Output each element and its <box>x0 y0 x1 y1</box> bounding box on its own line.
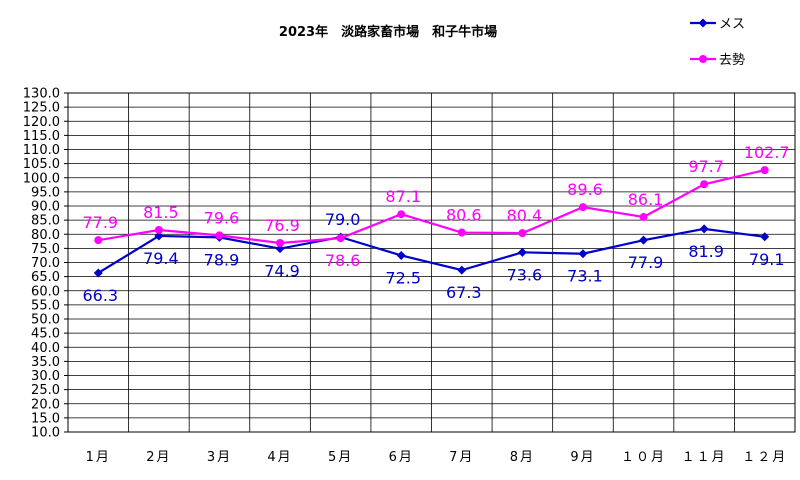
data-label: 87.1 <box>385 187 421 206</box>
legend-label: 去勢 <box>719 53 745 68</box>
y-axis-ticks: 10.015.020.025.030.035.040.045.050.055.0… <box>23 87 68 441</box>
x-tick-label: １０月 <box>621 450 666 465</box>
data-point <box>457 228 466 237</box>
data-label: 79.0 <box>325 210 361 229</box>
data-label: 81.9 <box>688 242 724 261</box>
y-tick-label: 15.0 <box>31 411 60 426</box>
legend-label: メス <box>719 17 745 32</box>
y-tick-label: 115.0 <box>23 129 60 144</box>
y-tick-label: 30.0 <box>31 369 60 384</box>
data-label: 79.6 <box>204 208 240 227</box>
y-tick-label: 80.0 <box>31 228 60 243</box>
series-lines <box>93 166 770 278</box>
data-label: 73.6 <box>507 265 543 284</box>
data-point <box>457 265 467 275</box>
y-tick-label: 120.0 <box>23 115 60 130</box>
series-line-2 <box>98 169 765 245</box>
data-point <box>578 203 587 212</box>
data-point <box>639 235 649 245</box>
data-point <box>154 226 163 235</box>
y-tick-label: 130.0 <box>23 87 60 102</box>
y-tick-label: 25.0 <box>31 383 60 398</box>
data-point <box>154 231 164 241</box>
x-tick-label: １２月 <box>742 450 787 465</box>
y-tick-label: 105.0 <box>23 157 60 172</box>
data-label: 77.9 <box>82 213 118 232</box>
y-tick-label: 125.0 <box>23 101 60 116</box>
y-tick-label: 20.0 <box>31 397 60 412</box>
y-tick-label: 50.0 <box>31 313 60 328</box>
data-point <box>215 231 224 240</box>
y-tick-label: 45.0 <box>31 327 60 342</box>
data-point <box>639 213 648 222</box>
data-label: 89.6 <box>567 180 603 199</box>
legend-marker <box>698 18 708 28</box>
y-tick-label: 65.0 <box>31 270 60 285</box>
x-tick-label: 6月 <box>389 450 414 465</box>
data-point <box>94 236 103 245</box>
y-tick-label: 10.0 <box>31 426 60 441</box>
y-tick-label: 35.0 <box>31 355 60 370</box>
data-label: 79.1 <box>749 250 785 269</box>
data-label: 97.7 <box>688 157 724 176</box>
data-point <box>276 239 285 248</box>
data-label: 81.5 <box>143 203 179 222</box>
data-label: 79.4 <box>143 249 179 268</box>
y-tick-label: 70.0 <box>31 256 60 271</box>
x-tick-label: 3月 <box>207 450 232 465</box>
data-label: 74.9 <box>264 262 300 281</box>
data-label: 67.3 <box>446 283 482 302</box>
data-point <box>760 166 769 175</box>
data-point <box>700 180 709 189</box>
data-point <box>699 224 709 234</box>
x-tick-label: 7月 <box>449 450 474 465</box>
x-tick-label: 1月 <box>86 450 111 465</box>
data-label: 72.5 <box>385 268 421 287</box>
gridlines <box>68 93 795 432</box>
chart-title: 2023年 淡路家畜市場 和子牛市場 <box>279 24 497 40</box>
y-tick-label: 110.0 <box>23 143 60 158</box>
data-label: 78.6 <box>325 251 361 270</box>
data-label: 76.9 <box>264 216 300 235</box>
data-label: 78.9 <box>204 250 240 269</box>
y-tick-label: 100.0 <box>23 171 60 186</box>
x-tick-label: 2月 <box>146 450 171 465</box>
data-label: 102.7 <box>744 143 790 162</box>
x-tick-label: 8月 <box>510 450 535 465</box>
data-point <box>336 234 345 243</box>
y-tick-label: 75.0 <box>31 242 60 257</box>
data-point <box>578 249 588 259</box>
x-tick-label: 4月 <box>267 450 292 465</box>
x-tick-label: 9月 <box>570 450 595 465</box>
y-tick-label: 55.0 <box>31 298 60 313</box>
data-point <box>518 229 527 238</box>
data-labels: 66.3 79.4 78.9 74.9 79.0 72.5 67.3 73.6 73.1 77.9… <box>82 143 789 305</box>
data-point <box>760 232 770 242</box>
data-label: 77.9 <box>628 253 664 272</box>
x-tick-label: １１月 <box>682 450 727 465</box>
y-tick-label: 90.0 <box>31 200 60 215</box>
data-point <box>275 244 285 254</box>
x-tick-label: 5月 <box>328 450 353 465</box>
data-label: 66.3 <box>82 286 118 305</box>
x-axis-ticks: 1月 2月 3月 4月 5月 6月 7月 8月 9月 １０月 １１月 １２月 <box>86 450 787 465</box>
y-tick-label: 60.0 <box>31 284 60 299</box>
data-point <box>517 247 527 257</box>
data-point <box>93 268 103 278</box>
legend-marker <box>699 55 707 63</box>
data-label: 73.1 <box>567 267 603 286</box>
y-tick-label: 95.0 <box>31 185 60 200</box>
data-label: 80.4 <box>507 206 543 225</box>
y-tick-label: 40.0 <box>31 341 60 356</box>
data-label: 86.1 <box>628 190 664 209</box>
data-label: 80.6 <box>446 206 482 225</box>
y-tick-label: 85.0 <box>31 214 60 229</box>
series-line-1 <box>97 227 765 274</box>
data-point <box>397 210 406 219</box>
data-point <box>396 250 406 260</box>
